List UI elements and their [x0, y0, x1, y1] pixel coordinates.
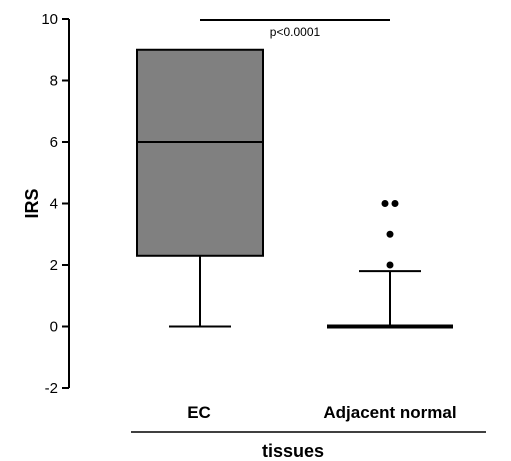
box-iqr	[136, 48, 264, 257]
p-value-label: p<0.0001	[270, 25, 321, 39]
x-axis-title: tissues	[262, 441, 324, 461]
x-axis: EC Adjacent normal tissues	[131, 403, 486, 461]
y-tick-label: -2	[45, 380, 58, 397]
outlier-point	[391, 200, 399, 207]
y-tick-label: 6	[50, 134, 58, 151]
y-tick-label: 2	[50, 257, 58, 274]
x-category-label: Adjacent normal	[323, 403, 456, 422]
outlier-point	[386, 230, 394, 238]
y-axis: -2 0 2 4 6 8 10 IRS	[22, 11, 70, 397]
boxes	[136, 48, 453, 329]
y-axis-title: IRS	[22, 188, 42, 218]
box-ec	[136, 48, 264, 328]
box-adjacent-normal	[327, 200, 453, 329]
y-tick-label: 4	[50, 196, 58, 213]
outlier-point	[381, 200, 389, 207]
y-tick-label: 10	[41, 11, 58, 28]
y-tick-label: 0	[50, 319, 58, 336]
significance-annotation: p<0.0001	[200, 19, 390, 39]
outlier-point	[386, 261, 394, 269]
x-category-label: EC	[187, 403, 211, 422]
y-tick-label: 8	[50, 73, 58, 90]
